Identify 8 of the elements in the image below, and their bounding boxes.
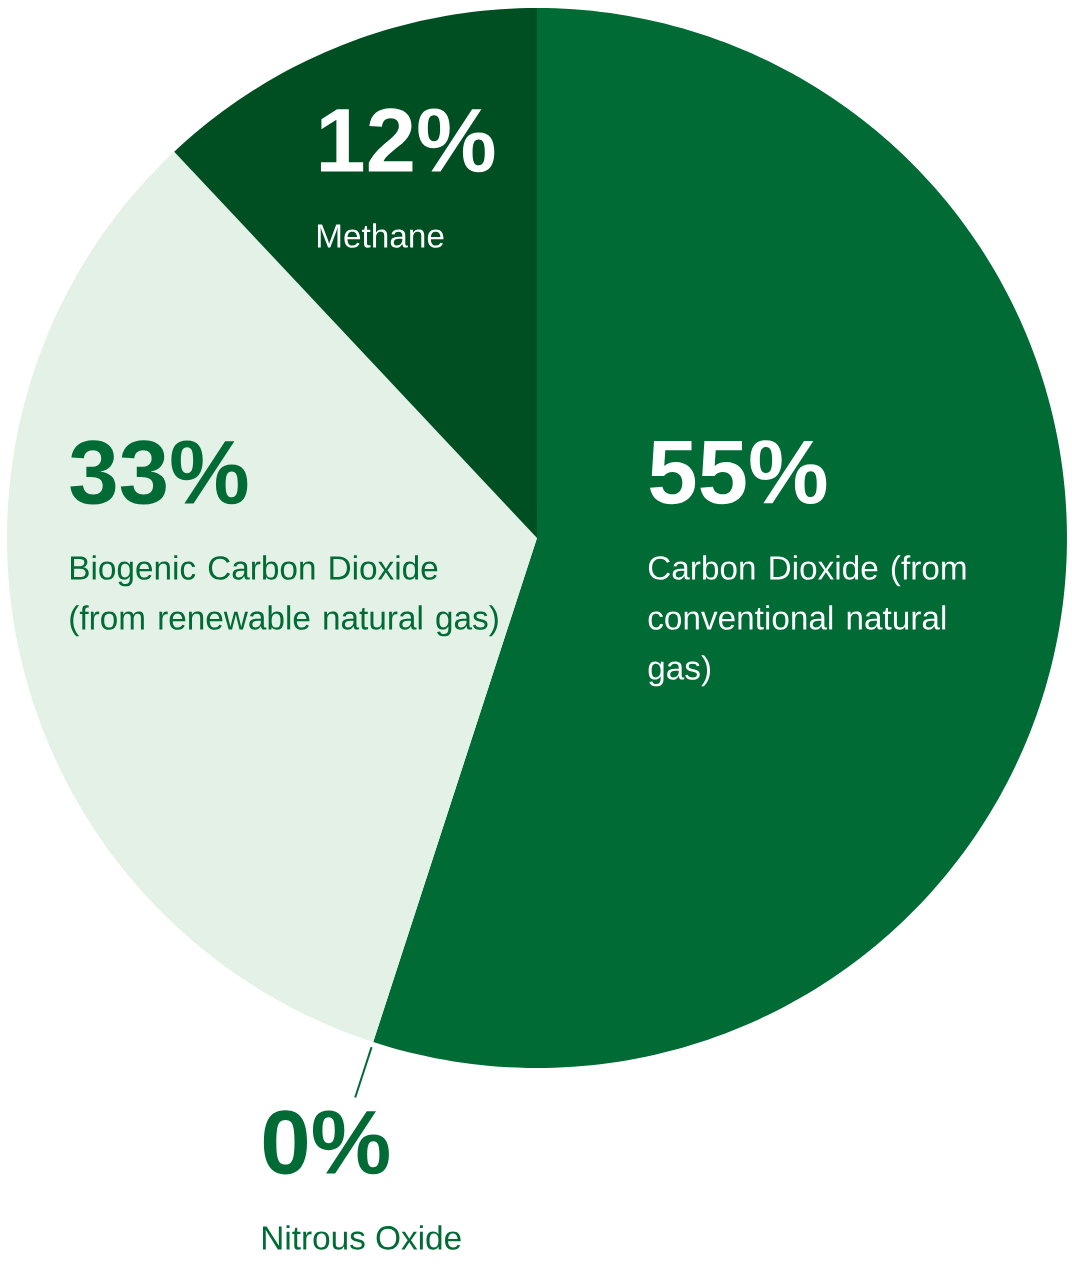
data-label: 55% (650, 440, 827, 505)
slice-label: Methane (318, 223, 444, 248)
data-label: 33% (70, 440, 248, 505)
slice-label: Biogenic Carbon Dioxide (from renewable natural gas) (70, 555, 498, 637)
data-label: 12% (320, 108, 495, 173)
text: 0% (263, 1110, 389, 1175)
slice-label: Carbon Dioxide (from conventional natural gas) (648, 555, 966, 687)
category-label: Nitrous Oxide (263, 1225, 461, 1250)
